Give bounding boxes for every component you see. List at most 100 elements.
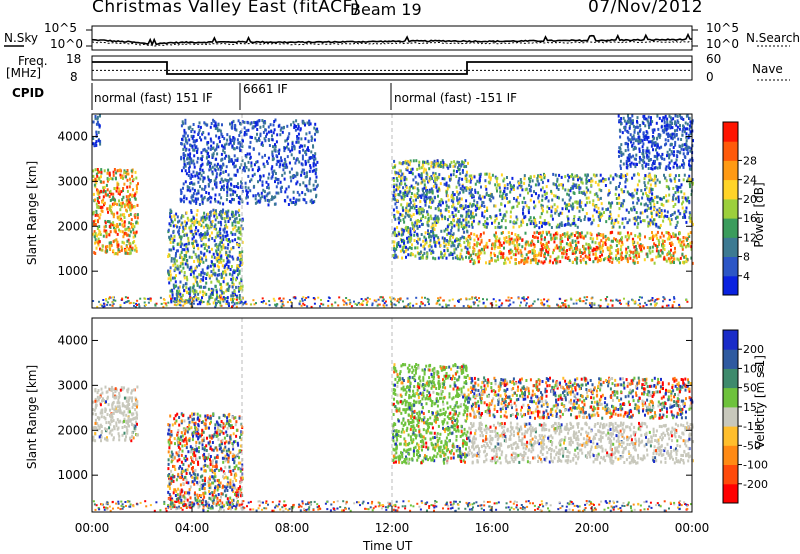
power-cell [178,271,181,275]
power-cell [217,273,220,277]
power-cell [200,232,202,235]
power-cell [94,115,97,118]
power-cell [655,174,657,178]
power-cell [548,247,551,251]
power-cell [518,181,520,185]
power-cell [651,167,654,171]
power-cell [314,152,317,156]
power-cell [186,141,189,145]
power-cell [429,234,432,238]
power-cell [226,233,229,237]
power-cell [218,243,221,247]
power-cell [177,299,180,303]
power-cell [481,195,484,199]
power-cell [129,230,132,234]
power-cell [119,229,122,233]
power-cell [645,186,648,190]
power-cell [196,156,199,160]
power-cell [290,167,293,171]
power-cell [302,181,305,185]
power-cell [642,131,645,135]
power-cell [439,163,441,167]
power-cell [649,251,652,255]
power-cell [116,215,119,219]
power-cell [124,251,127,255]
power-cell [238,264,241,267]
power-cell [248,152,251,156]
power-cell [257,169,259,173]
power-cell [541,224,543,228]
power-cell [232,270,235,274]
power-cell [195,202,198,205]
power-cell [278,165,281,169]
power-cell [261,180,264,184]
power-cell [461,160,464,164]
power-cell [445,200,448,204]
power-cell [458,177,461,181]
power-cell [210,144,213,148]
power-cell [575,186,578,189]
power-cell [618,225,621,229]
power-cell [220,254,223,258]
power-cell [620,151,623,154]
power-cell [533,216,535,220]
power-cell [421,180,424,184]
power-cell [495,217,498,221]
power-cell [650,196,653,200]
power-cell [233,154,236,158]
power-cell [392,208,395,212]
power-cell [180,223,183,227]
power-cell [614,256,617,260]
power-cell [519,193,522,197]
power-cell [129,245,132,249]
power-cell [453,224,456,228]
power-cell [103,229,106,233]
power-cell [509,239,511,243]
power-cell [182,225,185,229]
power-cell [674,129,676,133]
power-cell [576,231,579,235]
power-cell [409,230,412,233]
power-cell [215,134,218,138]
power-cell [182,134,185,138]
power-cell [665,199,668,203]
power-cell [107,178,110,181]
power-cell [516,248,519,252]
power-cell [432,199,435,203]
power-cell [307,146,309,150]
power-cell [626,172,629,176]
power-cell [566,207,568,211]
power-cell [408,208,411,212]
power-cell [439,161,442,165]
power-cell [222,202,225,206]
power-cell [234,212,237,216]
power-cell [200,233,203,237]
power-cell [202,260,205,264]
power-cell [674,202,677,206]
power-cell [304,137,307,141]
power-cell [230,247,233,251]
power-cell [471,221,474,224]
power-cell [646,252,649,256]
power-cell [435,234,438,238]
power-cell [552,248,555,252]
power-cell [648,249,651,253]
power-cell [199,259,202,263]
power-cell [584,247,587,251]
power-cell [97,237,100,241]
power-cell [451,191,454,194]
power-cell [626,231,629,235]
power-cell [424,231,427,235]
power-cell [262,188,265,192]
power-cell [243,133,246,137]
power-cell [621,240,624,244]
power-cell [420,173,423,177]
power-cell [170,257,173,260]
power-cell [397,210,400,214]
power-cell [589,180,592,183]
power-cell [506,240,509,244]
power-cell [667,164,670,168]
power-cell [409,218,412,222]
power-cell [404,189,407,193]
power-cell [686,152,689,156]
